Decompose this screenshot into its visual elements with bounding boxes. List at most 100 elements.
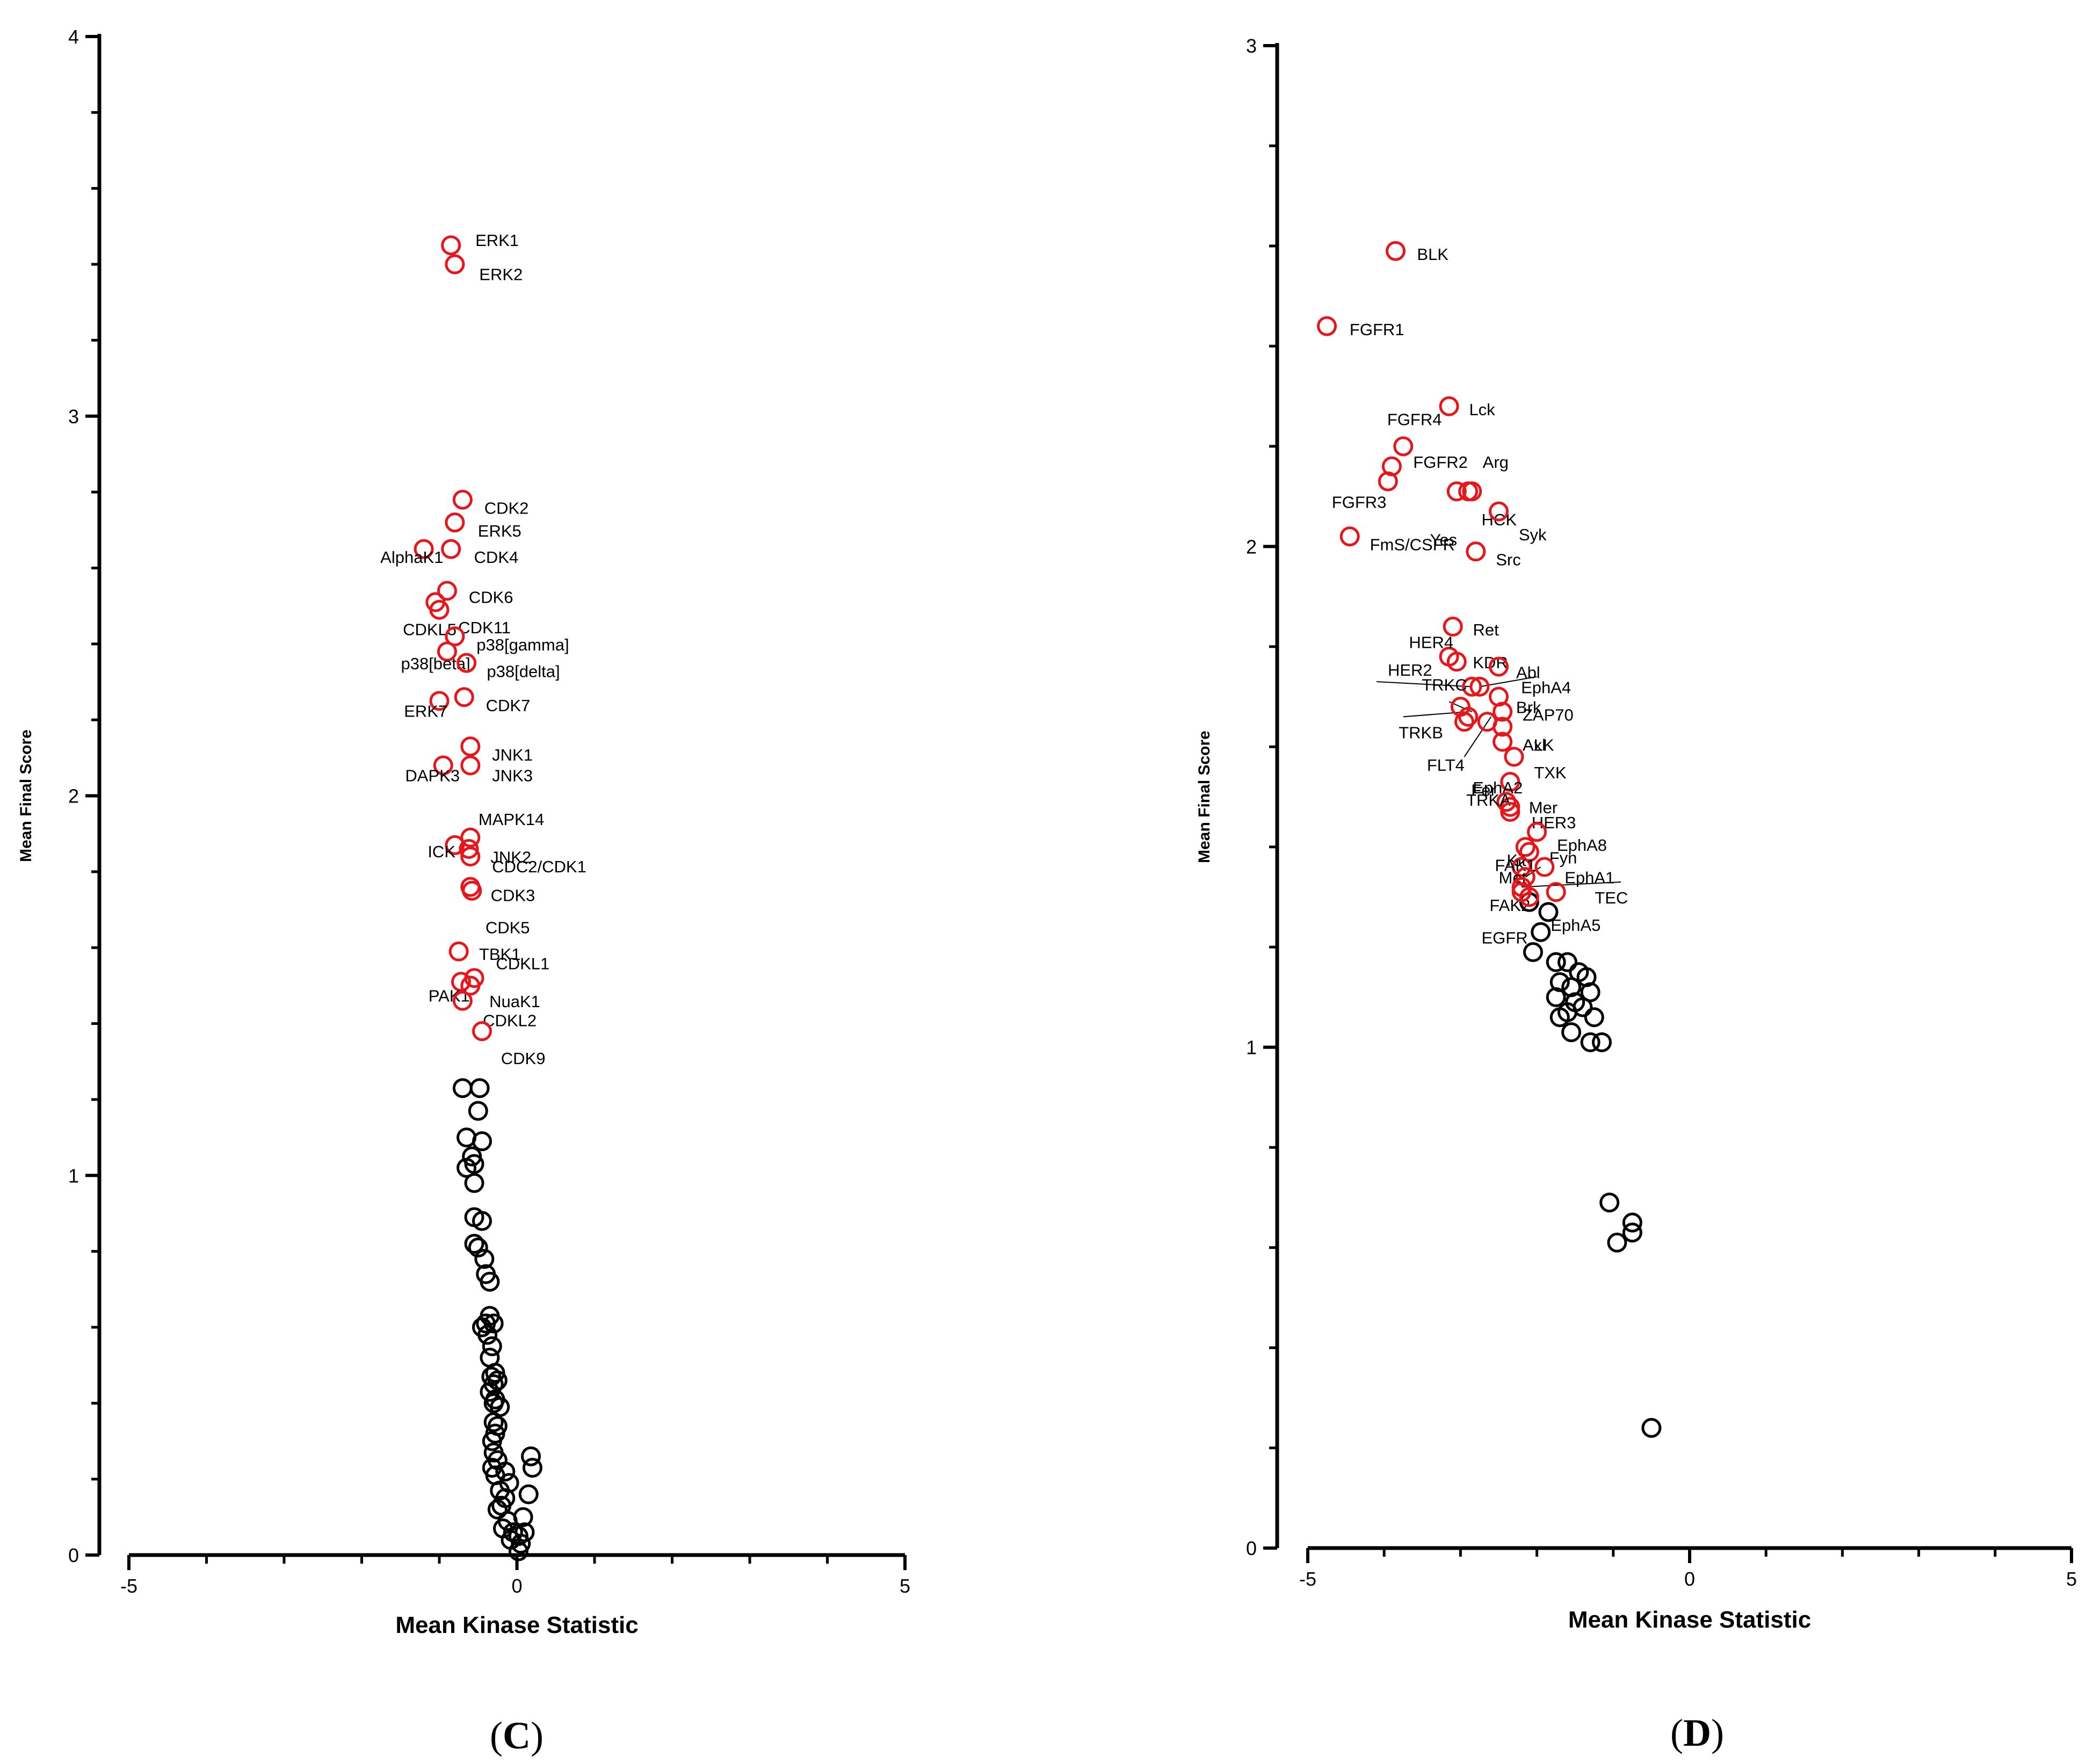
significant-point (1500, 797, 1520, 817)
point-label: TXK (1534, 763, 1567, 782)
point-label: Axl (1523, 736, 1546, 755)
point-label: CDK5 (486, 918, 530, 937)
panel-label-letter: D (1683, 1711, 1711, 1754)
data-point (518, 1484, 539, 1505)
significant-point (1493, 732, 1513, 752)
significant-point (451, 972, 471, 992)
significant-point (460, 975, 481, 996)
point-label: FGFR3 (1332, 493, 1387, 511)
data-point (468, 1101, 488, 1121)
point-label: ERK2 (479, 265, 523, 284)
point-label: CDC2/CDK1 (492, 857, 586, 876)
panel-label-close: ) (531, 1714, 544, 1757)
data-point (464, 1173, 484, 1193)
point-label: p38[delta] (487, 662, 560, 681)
significant-point (454, 687, 474, 707)
point-label: CDKL1 (496, 954, 549, 973)
y-tick-label: 3 (1246, 35, 1257, 57)
significant-point (429, 599, 450, 620)
panel-label-open: ( (490, 1714, 503, 1757)
significant-point (472, 1021, 492, 1042)
point-label: CDKL2 (483, 1011, 537, 1030)
significant-point (1317, 316, 1337, 336)
significant-point (1515, 837, 1535, 857)
x-tick-label: -5 (1299, 1568, 1316, 1590)
leader-line (1522, 881, 1621, 888)
data-point (1580, 1032, 1600, 1052)
panel-c-chart: 0 1 2 3 4 -5 0 5 Mean Kinase Statistic Mean Final… (17, 26, 910, 1757)
significant-point (457, 653, 477, 673)
significant-point (1378, 471, 1398, 491)
y-tick-label: 1 (1246, 1037, 1257, 1059)
point-label: EphA2 (1473, 778, 1523, 797)
x-tick-label: 0 (1684, 1568, 1695, 1590)
leader-line (1403, 711, 1468, 718)
significant-point (441, 235, 461, 256)
x-tick-label: 0 (511, 1575, 522, 1597)
significant-point (429, 691, 450, 711)
point-label: EGFR (1482, 929, 1528, 948)
point-label: DAPK3 (405, 767, 460, 785)
point-label: FGFR4 (1387, 410, 1442, 429)
y-tick-label: 3 (68, 406, 79, 428)
significant-point (460, 827, 481, 848)
data-point (487, 1499, 508, 1520)
x-tick-label: -5 (120, 1575, 137, 1597)
point-label: FmS/CSFR (1370, 536, 1455, 554)
point-label: Fer (1471, 781, 1496, 800)
data-point (483, 1412, 504, 1433)
x-axis-title: Mean Kinase Statistic (395, 1612, 638, 1638)
significant-point (1493, 702, 1513, 722)
significant-point (1500, 772, 1520, 792)
point-label: JNK2 (490, 848, 531, 867)
point-label: TRKB (1399, 723, 1443, 742)
significant-point (445, 254, 465, 274)
point-label: CDK9 (501, 1049, 546, 1068)
significant-point (460, 755, 481, 776)
point-label: EphA8 (1557, 836, 1607, 855)
significant-point (1489, 501, 1509, 522)
data-point (1641, 1418, 1662, 1438)
significant-point (433, 755, 453, 776)
point-label: EphA1 (1564, 869, 1614, 887)
point-label: FAK1 (1495, 856, 1535, 874)
significant-point (437, 641, 457, 662)
y-tick-label: 1 (68, 1165, 79, 1187)
point-label: ERK1 (475, 231, 519, 250)
y-tick-label: 2 (1246, 536, 1257, 558)
point-label: Mer (1529, 798, 1558, 817)
point-label: CDK3 (491, 886, 535, 905)
point-label: ICK (428, 842, 455, 861)
significant-point (1546, 882, 1566, 902)
point-label: Abl (1516, 663, 1540, 682)
significant-point (441, 539, 461, 559)
data-point (457, 1158, 477, 1178)
y-tick-label: 0 (68, 1544, 79, 1566)
significant-point (462, 880, 482, 901)
significant-point (1504, 747, 1524, 767)
point-label: EphA5 (1551, 916, 1600, 935)
significant-point (1527, 822, 1547, 842)
point-label: CDK7 (486, 696, 531, 715)
data-point (1580, 982, 1600, 1002)
data-point (522, 1457, 542, 1478)
data-point (472, 1131, 492, 1152)
significant-point (1496, 792, 1517, 812)
point-label: p38[gamma] (476, 635, 569, 654)
panel-d-chart: 0 1 2 3 -5 0 5 Mean Kinase Statistic Mean Final … (1196, 35, 2077, 1754)
point-label: EphA4 (1521, 678, 1571, 697)
point-label: MAPK14 (479, 810, 544, 829)
significant-point (437, 581, 457, 601)
point-label: BLK (1417, 245, 1448, 264)
data-point (1622, 1212, 1642, 1233)
x-tick-label: 5 (2066, 1568, 2077, 1590)
point-label: CDK6 (469, 588, 513, 606)
significant-point (460, 736, 481, 757)
significant-point (1500, 801, 1520, 822)
significant-point (1534, 857, 1555, 877)
data-point (521, 1446, 541, 1466)
significant-point (1466, 541, 1486, 562)
point-label: HER4 (1409, 633, 1453, 652)
point-label: Syk (1519, 525, 1547, 544)
significant-point (1454, 712, 1475, 732)
